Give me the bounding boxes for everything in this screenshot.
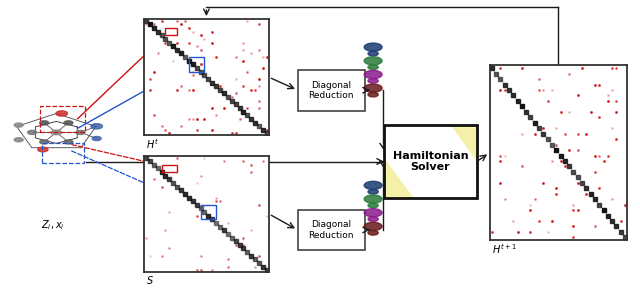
Circle shape xyxy=(91,124,102,129)
Circle shape xyxy=(364,84,382,92)
Circle shape xyxy=(40,140,49,144)
Bar xyxy=(166,28,177,35)
FancyArrowPatch shape xyxy=(72,151,203,209)
FancyArrowPatch shape xyxy=(78,65,191,128)
Text: $H^t$: $H^t$ xyxy=(146,138,159,151)
Circle shape xyxy=(364,181,382,189)
Bar xyxy=(384,125,477,198)
FancyArrowPatch shape xyxy=(380,143,385,148)
Bar xyxy=(189,57,204,72)
Text: $H^{t+1}$: $H^{t+1}$ xyxy=(492,242,516,256)
Text: Diagonal
Reduction: Diagonal Reduction xyxy=(308,81,354,100)
Circle shape xyxy=(28,130,36,134)
Circle shape xyxy=(368,189,378,194)
Circle shape xyxy=(364,195,382,203)
Polygon shape xyxy=(384,158,413,198)
Circle shape xyxy=(364,70,382,79)
Circle shape xyxy=(364,222,382,230)
Circle shape xyxy=(92,136,101,141)
Circle shape xyxy=(364,57,382,65)
FancyArrowPatch shape xyxy=(271,215,294,228)
Bar xyxy=(200,205,216,219)
Circle shape xyxy=(368,79,378,83)
FancyArrowPatch shape xyxy=(479,155,486,161)
Bar xyxy=(298,210,365,250)
Circle shape xyxy=(40,121,49,125)
Circle shape xyxy=(368,65,378,70)
Polygon shape xyxy=(451,125,477,162)
Circle shape xyxy=(64,121,73,125)
Circle shape xyxy=(368,92,378,97)
FancyArrowPatch shape xyxy=(271,78,294,89)
Circle shape xyxy=(51,130,61,135)
Circle shape xyxy=(368,217,378,221)
Circle shape xyxy=(38,147,48,152)
FancyArrowPatch shape xyxy=(204,9,209,15)
Text: Hamiltonian
Solver: Hamiltonian Solver xyxy=(392,151,468,172)
Circle shape xyxy=(364,43,382,51)
FancyArrowPatch shape xyxy=(380,160,385,166)
Circle shape xyxy=(368,203,378,208)
Circle shape xyxy=(14,138,23,142)
Text: Diagonal
Reduction: Diagonal Reduction xyxy=(308,220,354,239)
Text: $Z_i, x_i$: $Z_i, x_i$ xyxy=(41,218,65,232)
Text: $S$: $S$ xyxy=(146,274,154,286)
FancyArrowPatch shape xyxy=(72,145,163,167)
FancyArrowPatch shape xyxy=(377,159,383,164)
Bar xyxy=(42,143,84,163)
Circle shape xyxy=(368,230,378,235)
FancyArrowPatch shape xyxy=(363,87,369,93)
Circle shape xyxy=(64,140,73,144)
Circle shape xyxy=(368,51,378,56)
Circle shape xyxy=(14,123,23,127)
FancyArrowPatch shape xyxy=(363,227,369,233)
Circle shape xyxy=(364,209,382,217)
Circle shape xyxy=(56,111,67,116)
Bar xyxy=(40,106,85,132)
Circle shape xyxy=(76,130,85,134)
Bar xyxy=(298,70,365,111)
Bar xyxy=(161,165,177,172)
FancyArrowPatch shape xyxy=(77,33,168,119)
